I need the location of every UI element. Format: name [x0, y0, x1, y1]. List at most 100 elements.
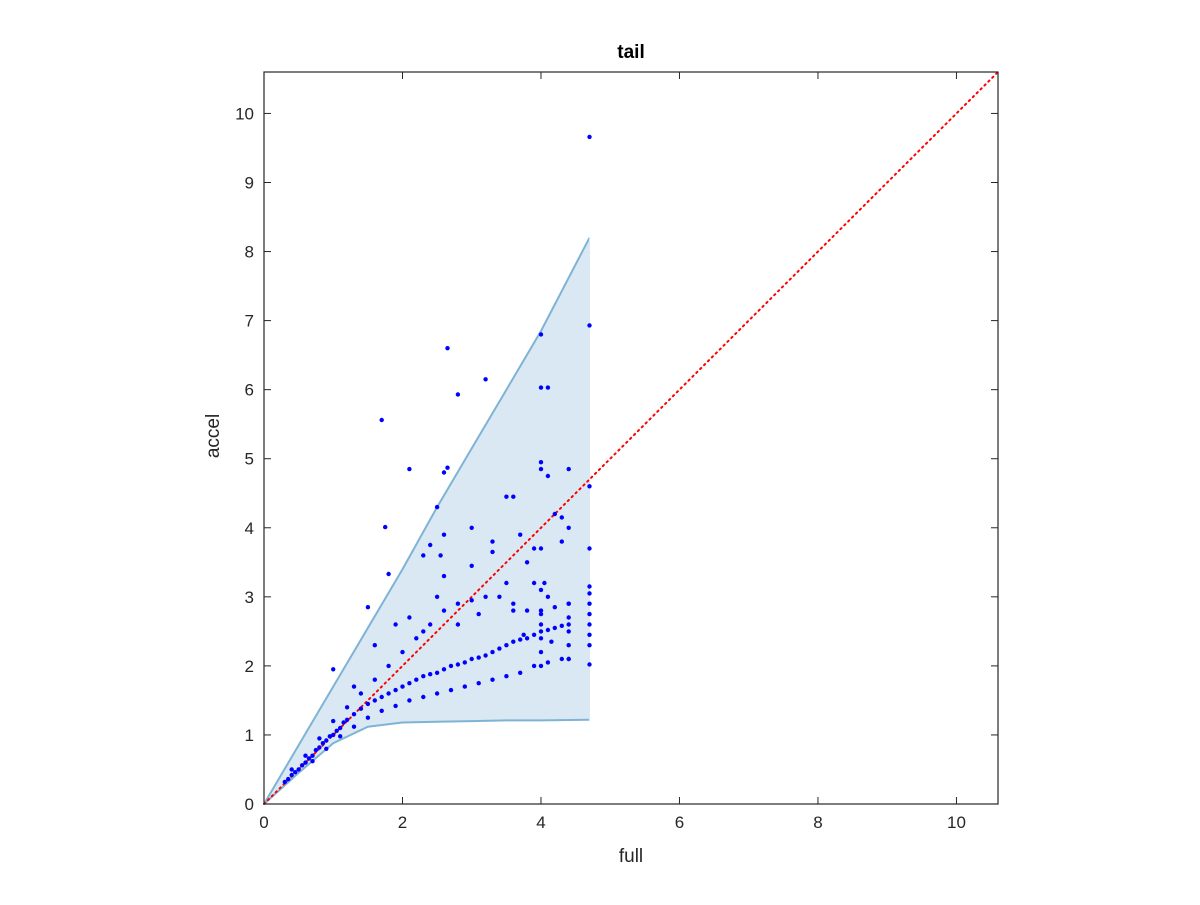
data-point — [587, 632, 592, 637]
data-point — [587, 584, 592, 589]
data-point — [286, 776, 291, 782]
data-point — [483, 594, 488, 599]
data-point — [552, 511, 557, 517]
y-tick-label: 7 — [245, 312, 254, 331]
data-point — [455, 662, 461, 667]
data-point — [538, 385, 544, 390]
y-tick-label: 10 — [235, 104, 254, 123]
x-axis-label: full — [619, 846, 643, 867]
points-layer — [282, 134, 592, 785]
data-point — [476, 681, 481, 686]
data-point — [306, 756, 312, 761]
data-point — [351, 712, 357, 717]
data-point — [545, 660, 551, 665]
data-point — [518, 637, 523, 642]
data-point — [469, 598, 474, 603]
data-point — [365, 701, 371, 707]
data-point — [400, 649, 405, 655]
data-point — [545, 627, 551, 633]
reference-line-layer — [263, 71, 999, 805]
data-point — [331, 718, 336, 724]
data-point — [538, 608, 544, 613]
x-tick-label: 8 — [813, 813, 822, 832]
data-point — [358, 706, 364, 711]
data-point — [511, 639, 516, 644]
envelope-lower-line — [263, 718, 590, 805]
data-point — [303, 760, 308, 765]
data-point — [455, 601, 461, 606]
y-tick-label: 4 — [245, 519, 254, 538]
data-point — [538, 587, 544, 593]
data-point — [542, 580, 547, 586]
data-point — [407, 615, 412, 620]
data-point — [490, 649, 495, 655]
data-point — [434, 594, 440, 599]
data-point — [545, 473, 551, 479]
data-point — [341, 720, 346, 725]
data-point — [504, 580, 509, 586]
data-point — [441, 608, 447, 613]
data-point — [372, 698, 377, 703]
reference-line — [263, 71, 999, 805]
data-point — [566, 656, 571, 662]
data-point — [282, 779, 287, 785]
y-axis-label: accel — [203, 414, 224, 458]
data-point — [313, 747, 319, 753]
data-point — [538, 622, 544, 627]
data-point — [372, 643, 377, 648]
y-tick-label: 2 — [245, 657, 254, 676]
data-point — [365, 605, 371, 610]
data-point — [511, 494, 516, 499]
data-point — [379, 694, 384, 700]
data-point — [400, 684, 405, 689]
data-point — [490, 677, 495, 682]
data-point — [434, 504, 440, 510]
data-point — [538, 611, 544, 617]
data-point — [455, 392, 461, 397]
y-tick-label: 0 — [245, 795, 254, 814]
data-point — [497, 646, 502, 651]
data-point — [320, 741, 326, 746]
data-point — [462, 660, 467, 665]
data-point — [331, 732, 336, 738]
data-point — [414, 636, 419, 641]
data-point — [441, 667, 447, 672]
data-point — [524, 608, 530, 613]
data-point — [324, 746, 329, 751]
data-point — [538, 466, 544, 472]
data-point — [421, 629, 426, 634]
y-tick-label: 3 — [245, 588, 254, 607]
data-point — [441, 470, 447, 475]
data-point — [504, 494, 509, 499]
data-point — [421, 674, 426, 679]
data-point — [358, 691, 364, 696]
data-point — [566, 643, 571, 648]
data-point — [587, 662, 592, 667]
data-point — [407, 681, 412, 686]
data-point — [393, 687, 398, 693]
data-point — [559, 515, 564, 520]
data-point — [379, 417, 384, 423]
data-point — [293, 770, 298, 775]
data-point — [490, 539, 495, 544]
data-point — [483, 377, 488, 382]
data-point — [351, 724, 357, 729]
data-point — [566, 622, 571, 627]
data-point — [289, 772, 294, 778]
data-point — [407, 466, 412, 472]
plot-frame — [263, 71, 999, 805]
data-point — [524, 560, 530, 565]
axes-layer — [263, 71, 999, 805]
data-point — [587, 643, 592, 648]
y-tick-label: 9 — [245, 173, 254, 192]
x-tick-label: 4 — [536, 813, 545, 832]
data-point — [428, 622, 433, 627]
data-point — [372, 677, 377, 682]
x-tick-label: 10 — [947, 813, 966, 832]
data-point — [538, 460, 544, 465]
data-point — [310, 759, 315, 764]
data-point — [317, 745, 322, 750]
